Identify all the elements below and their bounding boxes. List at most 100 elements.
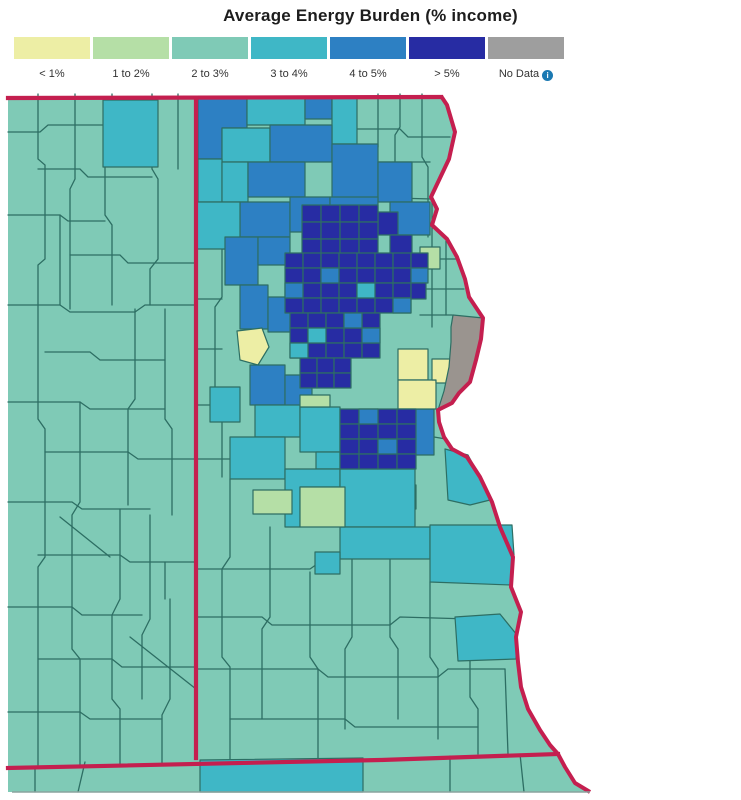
census-tract[interactable] <box>339 468 416 528</box>
census-tract[interactable] <box>377 161 413 203</box>
census-tract[interactable] <box>307 342 327 359</box>
census-tract[interactable] <box>358 204 379 223</box>
census-tract[interactable] <box>356 297 376 314</box>
census-tract[interactable] <box>331 143 379 203</box>
census-tract[interactable] <box>374 267 394 284</box>
census-tract[interactable] <box>320 297 340 314</box>
census-tract[interactable] <box>374 252 394 269</box>
census-tract[interactable] <box>339 408 360 425</box>
census-tract[interactable] <box>325 342 345 359</box>
census-tract[interactable] <box>320 267 340 284</box>
census-tract[interactable] <box>197 158 223 203</box>
census-tract[interactable] <box>356 267 376 284</box>
census-tract[interactable] <box>289 327 309 344</box>
census-tract[interactable] <box>396 453 417 470</box>
census-tract[interactable] <box>221 127 271 163</box>
census-tract[interactable] <box>361 312 381 329</box>
census-tract[interactable] <box>396 408 417 425</box>
census-tract[interactable] <box>246 97 306 126</box>
census-tract[interactable] <box>396 438 417 455</box>
census-tract[interactable] <box>316 372 335 389</box>
census-tract[interactable] <box>236 327 270 366</box>
census-tract[interactable] <box>284 282 304 299</box>
census-tract[interactable] <box>339 221 360 240</box>
census-tract[interactable] <box>299 486 346 528</box>
census-tract[interactable] <box>307 327 327 344</box>
census-tract[interactable] <box>221 161 249 203</box>
census-tract[interactable] <box>314 551 341 575</box>
census-tract[interactable] <box>299 406 341 453</box>
census-tract[interactable] <box>315 451 341 470</box>
census-tract[interactable] <box>284 252 304 269</box>
census-tract[interactable] <box>302 267 322 284</box>
census-tract[interactable] <box>389 234 413 256</box>
census-tract[interactable] <box>339 453 360 470</box>
info-icon[interactable]: i <box>542 70 554 81</box>
census-tract[interactable] <box>339 204 360 223</box>
census-tract[interactable] <box>302 297 322 314</box>
census-tract[interactable] <box>299 357 318 374</box>
census-tract[interactable] <box>320 282 340 299</box>
census-tract[interactable] <box>289 342 309 359</box>
census-tract[interactable] <box>320 252 340 269</box>
census-tract[interactable] <box>397 348 429 381</box>
census-tract[interactable] <box>224 236 259 286</box>
census-tract[interactable] <box>333 357 352 374</box>
census-tract[interactable] <box>392 267 412 284</box>
choropleth-map[interactable] <box>0 92 741 797</box>
census-tract[interactable] <box>247 161 306 198</box>
census-tract[interactable] <box>102 99 159 168</box>
census-tract[interactable] <box>410 252 429 269</box>
census-tract[interactable] <box>397 379 437 410</box>
census-tract[interactable] <box>374 282 394 299</box>
census-tract[interactable] <box>333 372 352 389</box>
census-tract[interactable] <box>339 526 431 560</box>
census-tract[interactable] <box>289 312 309 329</box>
census-tract[interactable] <box>239 284 269 330</box>
census-tract[interactable] <box>343 312 363 329</box>
census-tract[interactable] <box>338 282 358 299</box>
census-tract[interactable] <box>356 282 376 299</box>
census-tract[interactable] <box>410 267 429 284</box>
census-tract[interactable] <box>239 201 291 238</box>
census-tract[interactable] <box>392 282 412 299</box>
census-tract[interactable] <box>301 221 322 240</box>
census-tract[interactable] <box>377 438 398 455</box>
census-tract[interactable] <box>377 408 398 425</box>
census-tract[interactable] <box>302 282 322 299</box>
census-tract[interactable] <box>361 327 381 344</box>
census-tract[interactable] <box>339 438 360 455</box>
census-tract[interactable] <box>249 364 286 406</box>
census-tract[interactable] <box>320 221 341 240</box>
census-tract[interactable] <box>307 312 327 329</box>
census-tract[interactable] <box>301 204 322 223</box>
census-tract[interactable] <box>254 404 301 438</box>
census-tract[interactable] <box>252 489 293 515</box>
census-tract[interactable] <box>392 252 412 269</box>
census-tract[interactable] <box>358 423 379 440</box>
census-tract[interactable] <box>325 312 345 329</box>
census-tract[interactable] <box>338 297 358 314</box>
census-tract[interactable] <box>392 297 412 314</box>
census-tract[interactable] <box>358 408 379 425</box>
census-tract[interactable] <box>284 297 304 314</box>
census-tract[interactable] <box>209 386 241 423</box>
census-tract[interactable] <box>338 252 358 269</box>
census-tract[interactable] <box>320 204 341 223</box>
census-tract[interactable] <box>377 211 399 236</box>
census-tract[interactable] <box>410 282 427 300</box>
census-tract[interactable] <box>316 357 335 374</box>
census-tract[interactable] <box>377 453 398 470</box>
census-tract[interactable] <box>343 342 363 359</box>
census-tract[interactable] <box>396 423 417 440</box>
census-tract[interactable] <box>269 124 333 163</box>
census-tract[interactable] <box>331 97 358 145</box>
census-tract[interactable] <box>374 297 394 314</box>
census-tract[interactable] <box>229 436 286 480</box>
census-tract[interactable] <box>361 342 381 359</box>
census-tract[interactable] <box>377 423 398 440</box>
census-tract[interactable] <box>358 221 379 240</box>
census-tract[interactable] <box>343 327 363 344</box>
census-tract[interactable] <box>304 97 333 120</box>
census-tract[interactable] <box>358 453 379 470</box>
